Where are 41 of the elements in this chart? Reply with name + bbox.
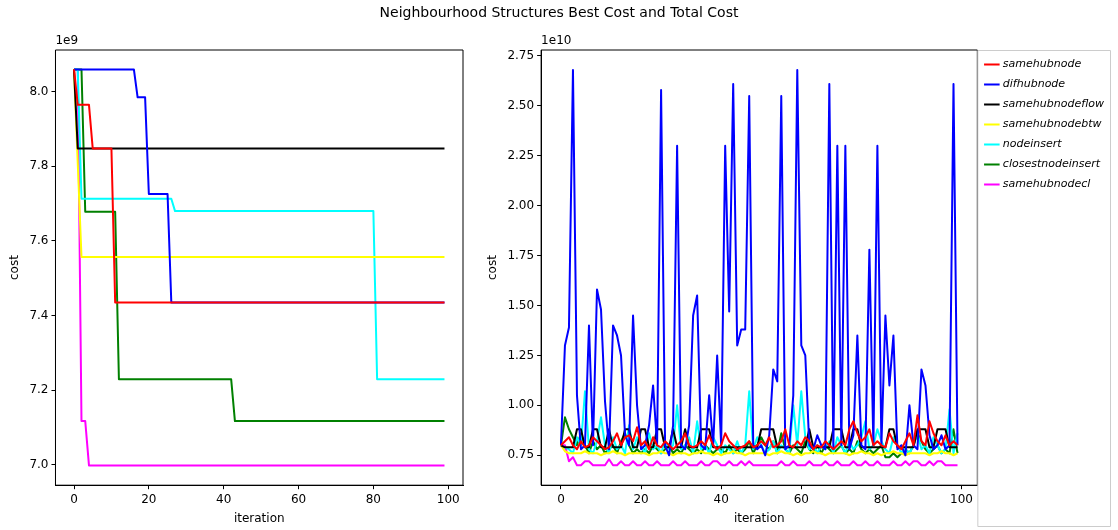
- y-tick-label: 1.75: [507, 247, 535, 262]
- legend-label: nodeinsert: [1002, 137, 1063, 151]
- x-tick-label: 0: [557, 491, 565, 506]
- y-tick-label: 1.25: [507, 347, 535, 362]
- x-tick-label: 60: [793, 491, 809, 506]
- legend-label: samehubnodeflow: [1002, 97, 1105, 111]
- legend-label: closestnodeinsert: [1002, 157, 1101, 171]
- y-tick-label: 2.50: [507, 98, 535, 113]
- y-tick-label: 7.4: [29, 307, 49, 322]
- x-tick-label: 20: [141, 491, 157, 506]
- x-tick-label: 80: [873, 491, 890, 506]
- x-tick-label: 0: [70, 491, 78, 506]
- y-tick-label: 7.0: [29, 456, 49, 471]
- y-tick-label: 2.75: [507, 48, 535, 63]
- x-tick-label: 100: [950, 491, 973, 506]
- x-tick-label: 40: [713, 491, 729, 506]
- legend-label: samehubnodecl: [1002, 177, 1091, 191]
- x-axis-title: iteration: [233, 510, 285, 525]
- x-tick-label: 80: [365, 491, 382, 506]
- x-tick-label: 20: [633, 491, 649, 506]
- text: 1e9: [55, 33, 79, 48]
- legend-label: difhubnode: [1002, 77, 1066, 91]
- y-tick-label: 7.8: [29, 158, 49, 173]
- y-tick-label: 2.00: [507, 197, 535, 212]
- text: 1e10: [541, 33, 572, 48]
- y-tick-label: 7.6: [29, 233, 49, 248]
- x-tick-label: 100: [436, 491, 460, 506]
- y-tick-label: 1.50: [507, 297, 535, 312]
- y-tick-label: 8.0: [29, 83, 49, 98]
- x-tick-label: 40: [216, 491, 232, 506]
- y-axis-title: cost: [7, 254, 22, 281]
- x-axis-title: iteration: [733, 510, 785, 525]
- legend-label: samehubnodebtw: [1002, 117, 1102, 131]
- y-tick-label: 7.2: [29, 382, 49, 397]
- legend-label: samehubnode: [1002, 57, 1082, 71]
- text: Neighbourhood Structures Best Cost and Total Cost: [378, 4, 740, 20]
- y-tick-label: 0.75: [507, 447, 535, 462]
- y-axis-title: cost: [485, 254, 500, 281]
- x-tick-label: 60: [290, 491, 307, 506]
- y-tick-label: 1.00: [507, 397, 535, 412]
- y-tick-label: 2.25: [507, 147, 535, 162]
